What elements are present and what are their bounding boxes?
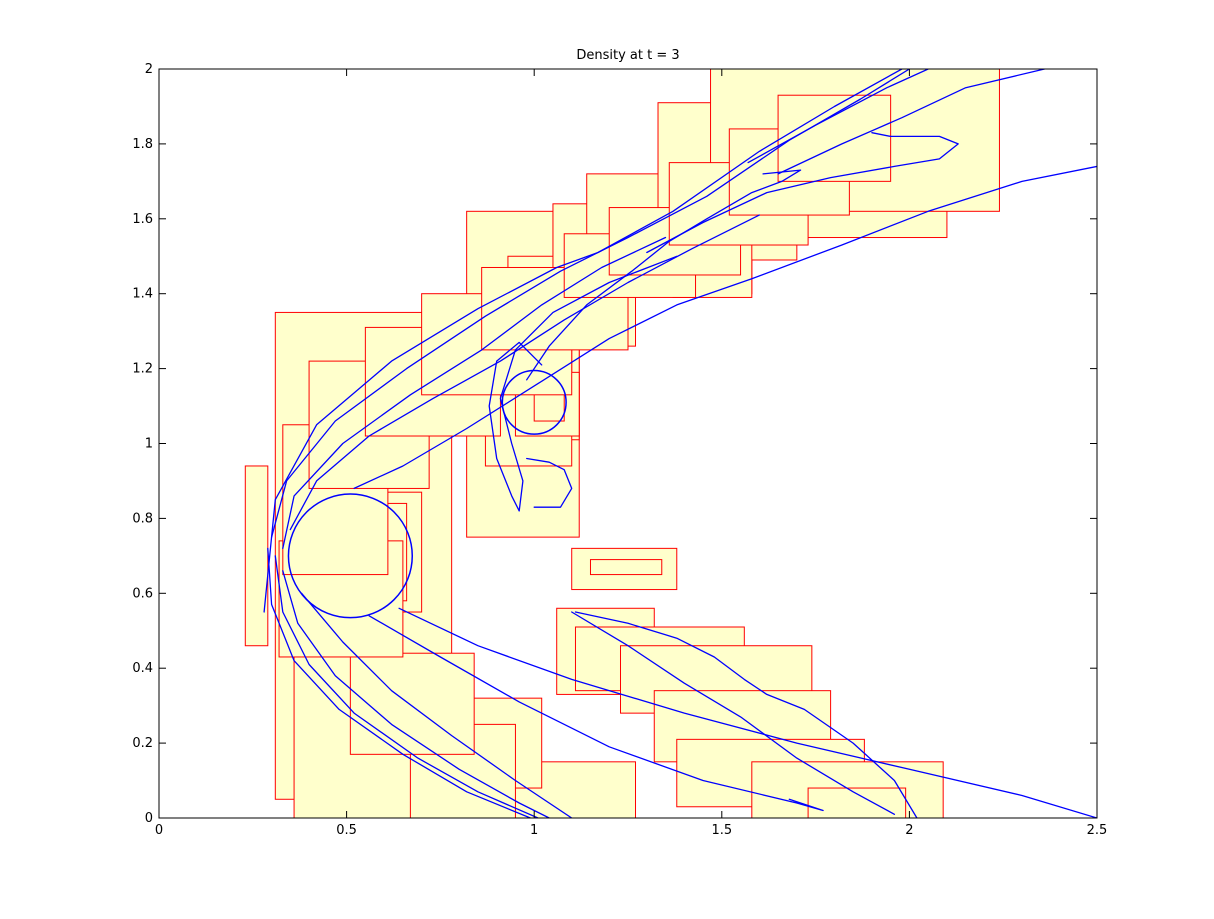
y-tick-label: 1.2 [132,362,153,377]
contour-line [777,69,1046,175]
contour-circle [287,493,414,619]
contour-circle [501,369,567,435]
x-tick-label: 1.5 [711,823,732,838]
chart-title: Density at t = 3 [576,48,679,63]
contour-line [282,570,550,818]
refinement-patch [589,559,663,576]
contour-line [274,555,539,818]
refinement-patch [807,787,907,818]
y-tick-label: 1.8 [132,137,153,152]
y-tick-label: 0.8 [132,511,153,526]
x-tick-label: 2 [905,823,913,838]
y-tick-label: 0 [145,811,153,826]
x-tick-label: 1 [530,823,538,838]
contour-line [267,547,532,818]
contour-line [574,611,918,818]
contour-line [488,255,678,512]
y-axis-ticks: 0 0.2 0.4 0.6 0.8 1 1.2 1.4 1.6 1.8 2 [132,62,1097,826]
y-tick-label: 1.4 [132,287,153,302]
contour-line [300,592,573,818]
contour-line [353,165,1097,490]
contour-line [646,132,959,254]
contour-line [289,214,760,531]
x-tick-label: 0 [155,823,163,838]
x-tick-label: 0.5 [336,823,357,838]
y-tick-label: 1 [145,437,153,452]
contour-line [263,69,903,613]
y-tick-label: 0.2 [132,736,153,751]
contour-line [368,615,824,812]
refinement-patch [244,465,269,647]
contour-line [747,69,929,164]
y-tick-label: 0.6 [132,586,153,601]
contour-line [398,607,1097,818]
density-contours [263,69,1097,818]
x-axis-ticks: 0 0.5 1 1.5 2 2.5 [155,69,1107,838]
x-tick-label: 2.5 [1087,823,1108,838]
contour-line [282,236,667,550]
y-tick-label: 1.6 [132,212,153,227]
y-tick-label: 2 [145,62,153,77]
contour-line [526,457,573,508]
contour-line [571,611,896,815]
refinement-patch [777,94,892,182]
y-tick-label: 0.4 [132,661,153,676]
plot-area [244,69,1097,818]
